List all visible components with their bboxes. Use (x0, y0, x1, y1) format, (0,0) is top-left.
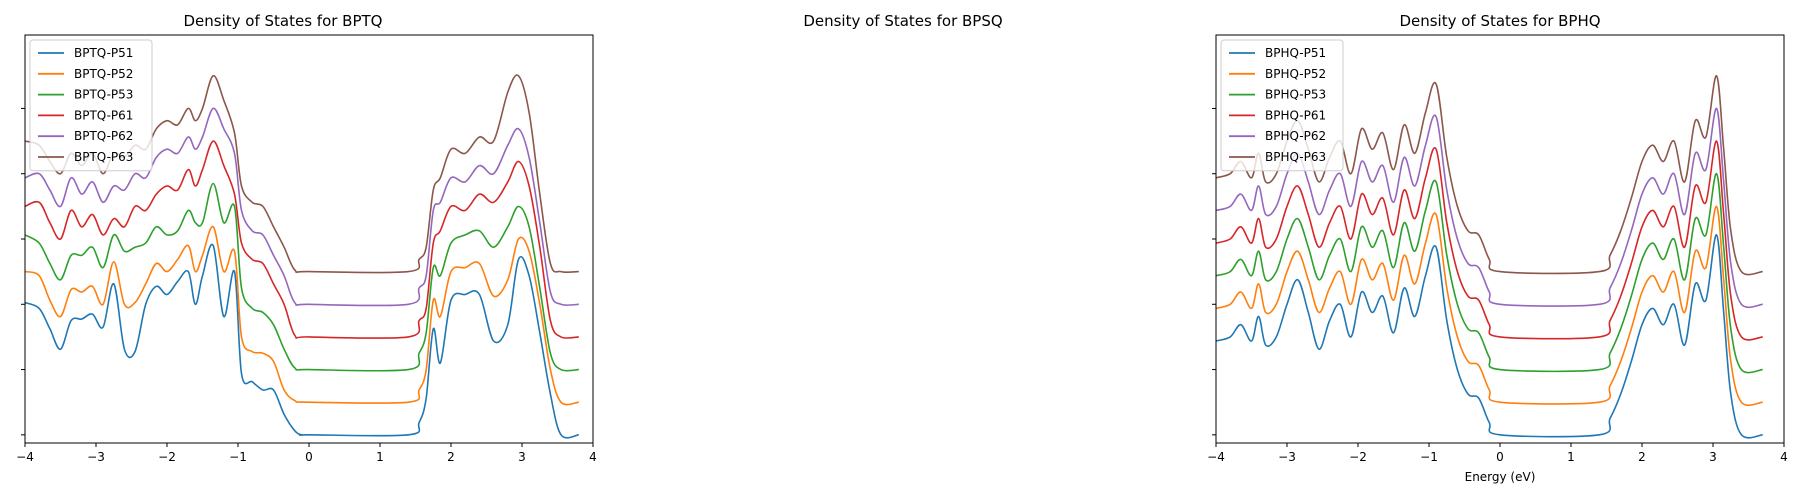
series-line (1216, 140, 1763, 341)
legend-label: BPTQ-P61 (74, 108, 133, 122)
x-tick-label: 3 (1709, 450, 1717, 464)
legend-label: BPTQ-P63 (74, 150, 133, 164)
x-tick-label: 0 (305, 450, 313, 464)
x-tick-label: −3 (1278, 450, 1296, 464)
legend-box (29, 39, 153, 172)
panel-1: Density of States for BPTQ −4 −3 −2 −1 0 1 2 3 4B… (16, 12, 597, 464)
x-tick-label: −3 (87, 450, 105, 464)
series-line (25, 74, 579, 274)
series-lines (25, 74, 579, 439)
legend-label: BPHQ-P61 (1265, 108, 1326, 122)
legend-label: BPTQ-P62 (74, 129, 133, 143)
legend-label: BPTQ-P51 (74, 46, 133, 60)
legend-label: BPTQ-P52 (74, 67, 133, 81)
series-line (25, 243, 579, 439)
legend: BPTQ-P51 BPTQ-P52 BPTQ-P53 BPTQ-P61 BPTQ-P62… (29, 39, 153, 172)
x-tick-label: −4 (1207, 450, 1225, 464)
legend: BPHQ-P51 BPHQ-P52 BPHQ-P53 BPHQ-P61 BPHQ-P62… (1220, 39, 1344, 172)
x-tick-label: 4 (589, 450, 597, 464)
legend-box (1220, 39, 1344, 172)
legend-label: BPHQ-P53 (1265, 88, 1326, 102)
x-tick-label: 0 (1496, 450, 1504, 464)
legend-label: BPHQ-P52 (1265, 67, 1326, 81)
panel-title: Density of States for BPSQ (803, 12, 1002, 30)
series-line (25, 107, 579, 307)
x-tick-label: 4 (1780, 450, 1788, 464)
x-tick-label: −2 (158, 450, 176, 464)
panel-3: Density of States for BPHQ Energy (eV) (1399, 12, 1600, 484)
series-line (1216, 172, 1763, 374)
legend-label: BPHQ-P51 (1265, 46, 1326, 60)
legend-label: BPHQ-P62 (1265, 129, 1326, 143)
x-tick-label: 1 (1567, 450, 1575, 464)
x-tick-label: 2 (447, 450, 455, 464)
panel-title: Density of States for BPTQ−4−3−2−101234B… (183, 12, 382, 30)
x-tick-label: 1 (376, 450, 384, 464)
x-tick-label: −2 (1349, 450, 1367, 464)
legend-label: BPHQ-P63 (1265, 150, 1326, 164)
x-tick-label: −1 (229, 450, 247, 464)
series-line (1216, 205, 1763, 406)
series-line (25, 225, 579, 406)
x-tick-label: −4 (16, 450, 34, 464)
legend-label: BPTQ-P53 (74, 88, 133, 102)
x-tick-label: 2 (1638, 450, 1646, 464)
series-line (1216, 234, 1763, 439)
x-axis-label: Energy (eV) (1465, 470, 1536, 484)
x-tick-label: −1 (1420, 450, 1438, 464)
panel-2: Density of States for BPSQ −4 −3 −2 −1 0 1 2 3 4… (803, 12, 1788, 464)
series-line (25, 182, 579, 372)
series-line (25, 140, 579, 339)
x-tick-label: 3 (518, 450, 526, 464)
panel-title: Density of States for BPHQ (1399, 12, 1600, 30)
